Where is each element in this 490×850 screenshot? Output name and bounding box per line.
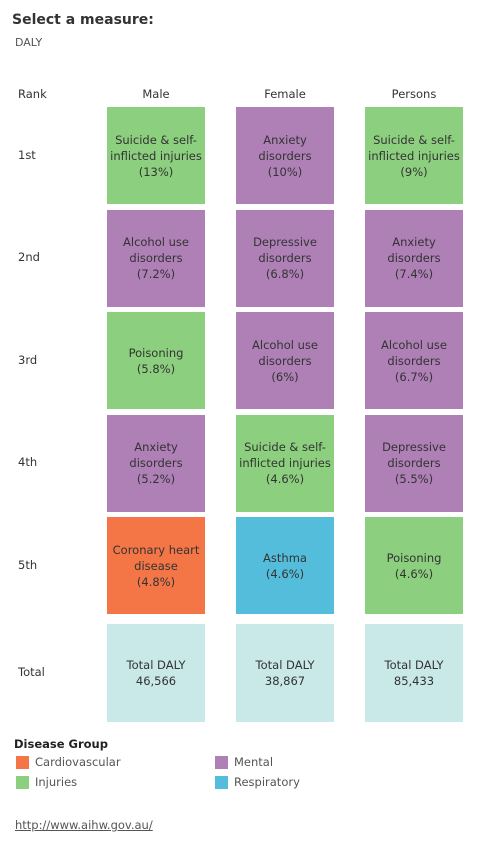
rank-label: 5th <box>18 557 38 572</box>
total-cell: Total DALY 46,566 <box>107 624 205 722</box>
cause: Depressive disorders <box>253 235 317 265</box>
cause: Alcohol use disorders <box>252 337 318 368</box>
cause: Depressive disorders <box>382 440 446 470</box>
total-label: Total DALY <box>126 658 186 672</box>
title: Select a measure: <box>12 12 154 28</box>
legend-label: Cardiovascular <box>35 755 121 769</box>
legend-swatch <box>215 756 228 769</box>
rank-cell: Suicide & self-inflicted injuries (4.6%) <box>236 414 334 512</box>
cause: Suicide & self-inflicted injuries <box>368 132 460 163</box>
legend-swatch <box>215 776 228 789</box>
cause: Coronary heart disease <box>112 542 200 573</box>
rank-cell: Depressive disorders (6.8%) <box>236 209 334 307</box>
rank-cell: Suicide & self-inflicted injuries (13%) <box>107 107 205 204</box>
total-cell: Total DALY 38,867 <box>236 624 334 722</box>
cause: Anxiety disorders <box>129 440 183 470</box>
column-header: Persons <box>391 87 437 101</box>
cause: Alcohol use disorders <box>381 337 447 368</box>
legend-swatch <box>16 756 29 769</box>
rank-cell: Poisoning (4.6%) <box>365 517 463 614</box>
share: (4.6%) <box>394 566 434 581</box>
rank-cell: Alcohol use disorders (6.7%) <box>365 312 463 409</box>
share: (5.5%) <box>394 472 434 486</box>
legend-label: Mental <box>234 755 274 769</box>
share: (7.4%) <box>394 267 434 281</box>
share: (4.8%) <box>136 574 176 589</box>
share: (6.7%) <box>394 369 434 384</box>
legend-title: Disease Group <box>14 737 108 751</box>
total-value: 38,867 <box>264 674 306 688</box>
cause: Poisoning <box>386 550 442 565</box>
rank-cell: Alcohol use disorders (7.2%) <box>107 209 205 307</box>
cause: Poisoning <box>128 345 184 360</box>
rank-cell: Poisoning (5.8%) <box>107 312 205 409</box>
rank-label: 1st <box>18 147 36 162</box>
share: (9%) <box>400 164 428 179</box>
rank-label: 3rd <box>18 352 38 367</box>
cause: Alcohol use disorders <box>123 235 189 265</box>
total-value: 46,566 <box>135 674 177 688</box>
link[interactable]: http://www.aihw.gov.au/ <box>15 818 153 832</box>
cause: Anxiety disorders <box>387 235 441 265</box>
rank-cell: Anxiety disorders (10%) <box>236 107 334 204</box>
rank-cell: Depressive disorders (5.5%) <box>365 414 463 512</box>
legend-label: Respiratory <box>234 775 300 789</box>
share: (5.2%) <box>136 472 176 486</box>
cause: Asthma <box>263 550 307 565</box>
total-cell: Total DALY 85,433 <box>365 624 463 722</box>
column-header: Female <box>264 87 306 101</box>
column-header: Male <box>142 87 170 101</box>
rank-cell: Coronary heart disease (4.8%) <box>107 517 205 614</box>
total-label: Total DALY <box>255 658 315 672</box>
cause: Anxiety disorders <box>258 132 312 163</box>
share: (6.8%) <box>265 267 305 281</box>
legend-swatch <box>16 776 29 789</box>
legend-label: Injuries <box>35 775 78 789</box>
share: (10%) <box>267 164 303 179</box>
rank-cell: Alcohol use disorders (6%) <box>236 312 334 409</box>
share: (6%) <box>271 369 299 384</box>
rank-cell: Suicide & self-inflicted injuries (9%) <box>365 107 463 204</box>
share: (5.8%) <box>136 361 176 376</box>
column-header: Rank <box>18 87 47 101</box>
cause: Suicide & self-inflicted injuries <box>239 440 331 470</box>
rank-label: 2nd <box>18 250 40 264</box>
share: (4.6%) <box>265 472 305 486</box>
share: (13%) <box>138 164 174 179</box>
rank-label: 4th <box>18 455 38 469</box>
share: (4.6%) <box>265 566 305 581</box>
rank-cell: Anxiety disorders (7.4%) <box>365 209 463 307</box>
rank-cell: Asthma (4.6%) <box>236 517 334 614</box>
measure[interactable]: DALY <box>15 36 43 49</box>
total-value: 85,433 <box>393 674 435 688</box>
rank-cell: Anxiety disorders (5.2%) <box>107 414 205 512</box>
share: (7.2%) <box>136 267 176 281</box>
total-label: Total DALY <box>384 658 444 672</box>
rank-label: Total <box>18 665 45 679</box>
cause: Suicide & self-inflicted injuries <box>110 132 202 163</box>
